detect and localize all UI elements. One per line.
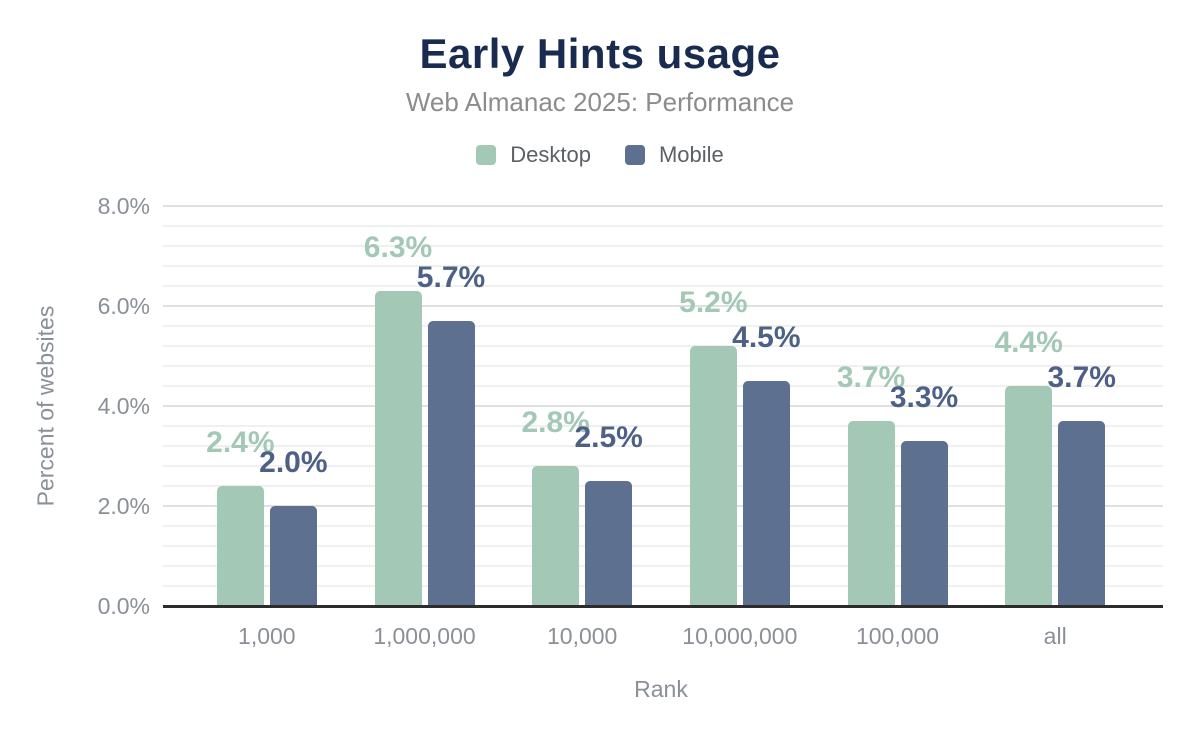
value-label-desktop: 2.8% bbox=[521, 406, 590, 439]
y-tick-label: 8.0% bbox=[97, 193, 150, 219]
mobile-swatch-icon bbox=[624, 145, 645, 165]
chart-title: Early Hints usage bbox=[419, 30, 781, 77]
minor-gridline bbox=[163, 445, 1163, 447]
minor-gridline bbox=[163, 385, 1163, 387]
x-tick-label: 1,000 bbox=[238, 623, 296, 649]
minor-gridline bbox=[163, 545, 1163, 547]
value-label-mobile: 3.3% bbox=[889, 381, 959, 414]
bar-mobile-10000000: 4.5% bbox=[732, 323, 801, 606]
chart-subtitle: Web Almanac 2025: Performance bbox=[405, 87, 795, 117]
value-label-mobile: 3.7% bbox=[1047, 361, 1116, 394]
value-label-mobile: 5.7% bbox=[416, 261, 486, 294]
plot-area bbox=[163, 205, 1163, 606]
y-tick-label: 0.0% bbox=[97, 593, 150, 619]
minor-gridline bbox=[163, 565, 1163, 567]
legend: Desktop Mobile bbox=[0, 142, 1200, 168]
x-axis-title: Rank bbox=[634, 676, 688, 702]
minor-gridline bbox=[163, 485, 1163, 487]
value-label-desktop: 3.7% bbox=[836, 361, 906, 394]
value-label-mobile: 2.5% bbox=[574, 421, 643, 454]
value-label-mobile: 4.5% bbox=[732, 321, 801, 354]
bar-group-100000: 3.7% 3.3% 100,000 bbox=[819, 206, 977, 650]
value-label-mobile: 2.0% bbox=[259, 446, 328, 479]
x-tick-label: all bbox=[1043, 623, 1067, 649]
legend-label-desktop: Desktop bbox=[510, 142, 591, 167]
minor-gridline bbox=[163, 325, 1163, 327]
desktop-swatch-icon bbox=[476, 145, 497, 165]
value-label-desktop: 4.4% bbox=[994, 326, 1063, 359]
bar-mobile-1000: 2.0% bbox=[259, 448, 328, 606]
minor-gridline bbox=[163, 365, 1163, 367]
major-gridline bbox=[163, 405, 1163, 407]
minor-gridline bbox=[163, 425, 1163, 427]
x-axis-line bbox=[163, 605, 1163, 608]
x-tick-label: 1,000,000 bbox=[373, 623, 476, 649]
x-tick-label: 10,000,000 bbox=[682, 623, 798, 649]
minor-gridline bbox=[163, 465, 1163, 467]
y-tick-label: 6.0% bbox=[97, 293, 150, 319]
minor-gridline bbox=[163, 245, 1163, 247]
bar-desktop-10000000: 5.2% bbox=[679, 288, 748, 606]
bar-desktop-10000: 2.8% bbox=[521, 408, 590, 606]
bar-mobile-all: 3.7% bbox=[1047, 363, 1116, 606]
bar-desktop-1000: 2.4% bbox=[206, 428, 275, 606]
legend-item-mobile: Mobile bbox=[624, 142, 724, 168]
legend-item-desktop: Desktop bbox=[476, 142, 591, 168]
bar-group-1000000: 6.3% 5.7% 1,000,000 bbox=[346, 206, 504, 650]
bar-groups: 2.4% 2.0% 1,000 6.3% 5.7% 1,000,000 2.8% 2.5% 10… bbox=[188, 206, 1134, 650]
bar-group-10000: 2.8% 2.5% 10,000 bbox=[503, 206, 661, 650]
major-gridline bbox=[163, 305, 1163, 307]
value-label-desktop: 5.2% bbox=[679, 286, 748, 319]
bar-desktop-all: 4.4% bbox=[994, 328, 1063, 606]
x-tick-label: 10,000 bbox=[546, 623, 618, 649]
value-label-desktop: 2.4% bbox=[206, 426, 275, 459]
minor-gridline bbox=[163, 265, 1163, 267]
bar-desktop-100000: 3.7% bbox=[837, 363, 905, 606]
minor-gridline bbox=[163, 345, 1163, 347]
bar-group-10000000: 5.2% 4.5% 10,000,000 bbox=[661, 206, 819, 650]
bar-mobile-1000000: 5.7% bbox=[417, 263, 485, 606]
major-gridline bbox=[163, 205, 1163, 207]
bar-desktop-1000000: 6.3% bbox=[364, 233, 432, 606]
x-tick-label: 100,000 bbox=[855, 623, 940, 649]
minor-gridline bbox=[163, 225, 1163, 227]
y-tick-label: 2.0% bbox=[97, 493, 150, 519]
minor-gridline bbox=[163, 525, 1163, 527]
bar-mobile-10000: 2.5% bbox=[574, 423, 643, 606]
legend-label-mobile: Mobile bbox=[658, 142, 724, 167]
y-tick-label: 4.0% bbox=[97, 393, 150, 419]
value-label-desktop: 6.3% bbox=[363, 231, 433, 264]
bar-group-all: 4.4% 3.7% all bbox=[976, 206, 1134, 650]
minor-gridline bbox=[163, 285, 1163, 287]
bar-mobile-100000: 3.3% bbox=[890, 383, 958, 606]
minor-gridline bbox=[163, 585, 1163, 587]
y-axis-tick-labels: 0.0% 2.0% 4.0% 6.0% 8.0% bbox=[50, 193, 150, 619]
major-gridline bbox=[163, 505, 1163, 507]
bar-group-1000: 2.4% 2.0% 1,000 bbox=[188, 206, 346, 650]
